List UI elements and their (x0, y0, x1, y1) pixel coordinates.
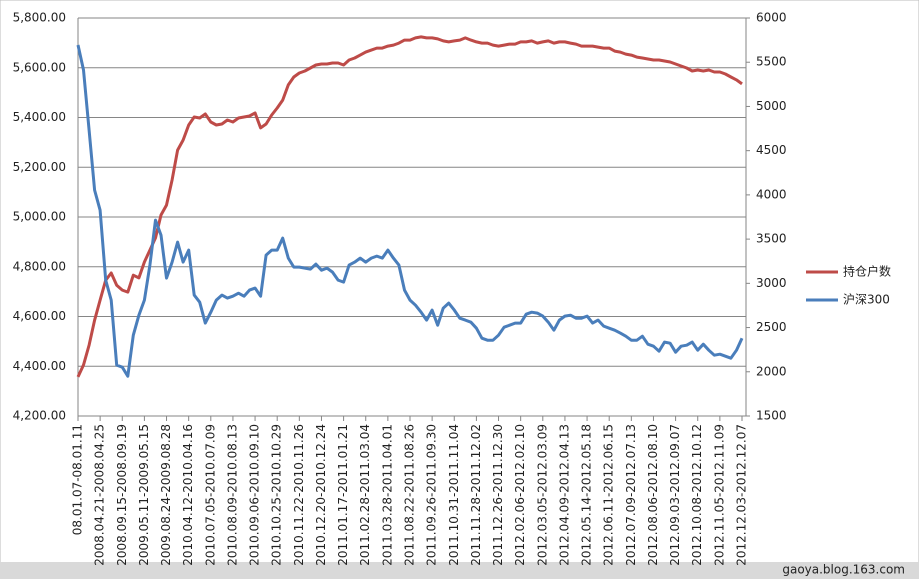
x-tick-label: 2010.08.09-2010.08.13 (225, 424, 239, 566)
x-tick-label: 2011.03.28-2011.04.01 (380, 424, 394, 566)
x-tick-label: 2010.04.12-2010.04.16 (181, 424, 195, 566)
y-tick-label: 4,400.00 (13, 359, 66, 373)
watermark: gaoya.blog.163.com (782, 563, 905, 577)
y-tick-label: 4,600.00 (13, 309, 66, 323)
x-tick-label: 2010.10.25-2010.10.29 (270, 424, 284, 566)
x-tick-label: 2012.08.06-2012.08.10 (646, 424, 660, 566)
x-tick-label: 2011.12.26-2011.12.30 (491, 424, 505, 566)
y2-tick-label: 5000 (756, 99, 787, 113)
x-tick-label: 2012.12.03-2012.12.07 (735, 424, 749, 566)
x-tick-label: 2011.09.26-2011.09.30 (425, 424, 439, 566)
y-tick-label: 5,200.00 (13, 160, 66, 174)
y2-tick-label: 4500 (756, 143, 787, 157)
x-tick-label: 2012.04.09-2012.04.13 (557, 424, 571, 566)
x-tick-label: 2012.06.11-2012.06.15 (602, 424, 616, 566)
x-tick-label: 2011.02.28-2011.03.04 (358, 424, 372, 566)
x-tick-label: 2011.08.22-2011.08.26 (403, 424, 417, 566)
x-tick-label: 2012.02.06-2012.02.10 (513, 424, 527, 566)
y2-tick-label: 2500 (756, 320, 787, 334)
y2-tick-label: 2000 (756, 364, 787, 378)
x-tick-label: 2008.09.15-2008.09.19 (115, 424, 129, 566)
x-tick-label: 2011.11.28-2011.12.02 (469, 424, 483, 566)
x-tick-label: 2012.11.05-2012.11.09 (712, 424, 726, 566)
y2-tick-label: 3500 (756, 232, 787, 246)
y-tick-label: 5,800.00 (13, 11, 66, 25)
footer-band (0, 562, 919, 579)
x-tick-label: 2011.10.31-2011.11.04 (447, 424, 461, 566)
x-tick-label: 2008.04.21-2008.04.25 (93, 424, 107, 566)
x-tick-label: 2010.12.20-2010.12.24 (314, 424, 328, 566)
x-tick-label: 2012.03.05-2012.03.09 (535, 424, 549, 566)
series-line (76, 35, 743, 378)
y2-tick-label: 3000 (756, 276, 787, 290)
legend-label: 沪深300 (843, 293, 890, 307)
y-tick-label: 5,400.00 (13, 110, 66, 124)
y2-tick-label: 6000 (756, 11, 787, 25)
x-tick-label: 2011.01.17-2011.01.21 (336, 424, 350, 566)
x-tick-label: 2009.08.24-2009.08.28 (159, 424, 173, 566)
x-tick-label: 2010.07.05-2010.07.09 (203, 424, 217, 566)
series-line (76, 44, 744, 378)
x-tick-label: 2010.11.22-2010.11.26 (292, 424, 306, 566)
x-tick-label: 2012.09.03-2012.09.07 (668, 424, 682, 566)
y-tick-label: 5,600.00 (13, 60, 66, 74)
x-tick-label: 2012.10.08-2012.10.12 (690, 424, 704, 566)
y2-tick-label: 5500 (756, 55, 787, 69)
y2-tick-label: 1500 (756, 409, 787, 423)
x-tick-label: 08.01.07-08.01.11 (71, 424, 85, 535)
y2-tick-label: 4000 (756, 187, 787, 201)
x-tick-label: 2012.05.14-2012.05.18 (580, 424, 594, 566)
x-tick-label: 2009.05.11-2009.05.15 (137, 424, 151, 566)
x-tick-label: 2012.07.09-2012.07.13 (624, 424, 638, 566)
y-tick-label: 5,000.00 (13, 210, 66, 224)
y-tick-label: 4,800.00 (13, 259, 66, 273)
y-tick-label: 4,200.00 (13, 409, 66, 423)
x-tick-label: 2010.09.06-2010.09.10 (248, 424, 262, 566)
legend-label: 持仓户数 (843, 264, 891, 279)
